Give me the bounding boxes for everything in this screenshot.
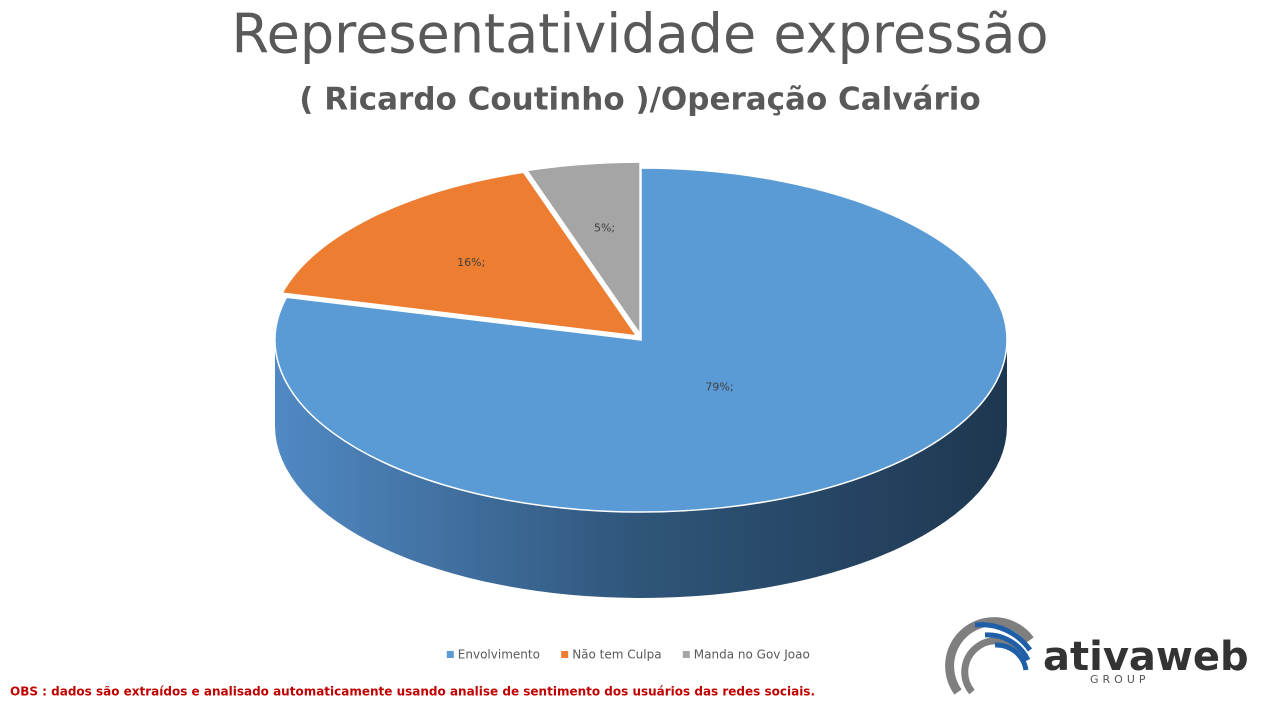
legend-label: Não tem Culpa [572,648,661,662]
pie-slice [525,161,641,337]
legend-label: Envolvimento [458,648,540,662]
chart-subtitle: ( Ricardo Coutinho )/Operação Calvário [299,82,980,118]
logo-tagline: GROUP [1090,673,1150,686]
legend-swatch [561,651,569,658]
logo-name: ativaweb [1043,634,1249,680]
chart-title: Representatividade expressão [232,3,1049,66]
legend-label: Manda no Gov Joao [694,648,810,662]
data-label: 79%; [705,381,733,394]
legend-swatch [446,651,454,658]
legend-swatch [682,651,690,658]
data-label: 5%; [594,222,615,235]
data-label: 16%; [457,256,485,269]
footnote: OBS : dados são extraídos e analisado au… [10,685,815,699]
pie-slice [280,171,639,337]
pie-slice [274,167,1008,513]
pie-side [275,340,1007,598]
logo: ativaweb GROUP [945,617,1249,695]
